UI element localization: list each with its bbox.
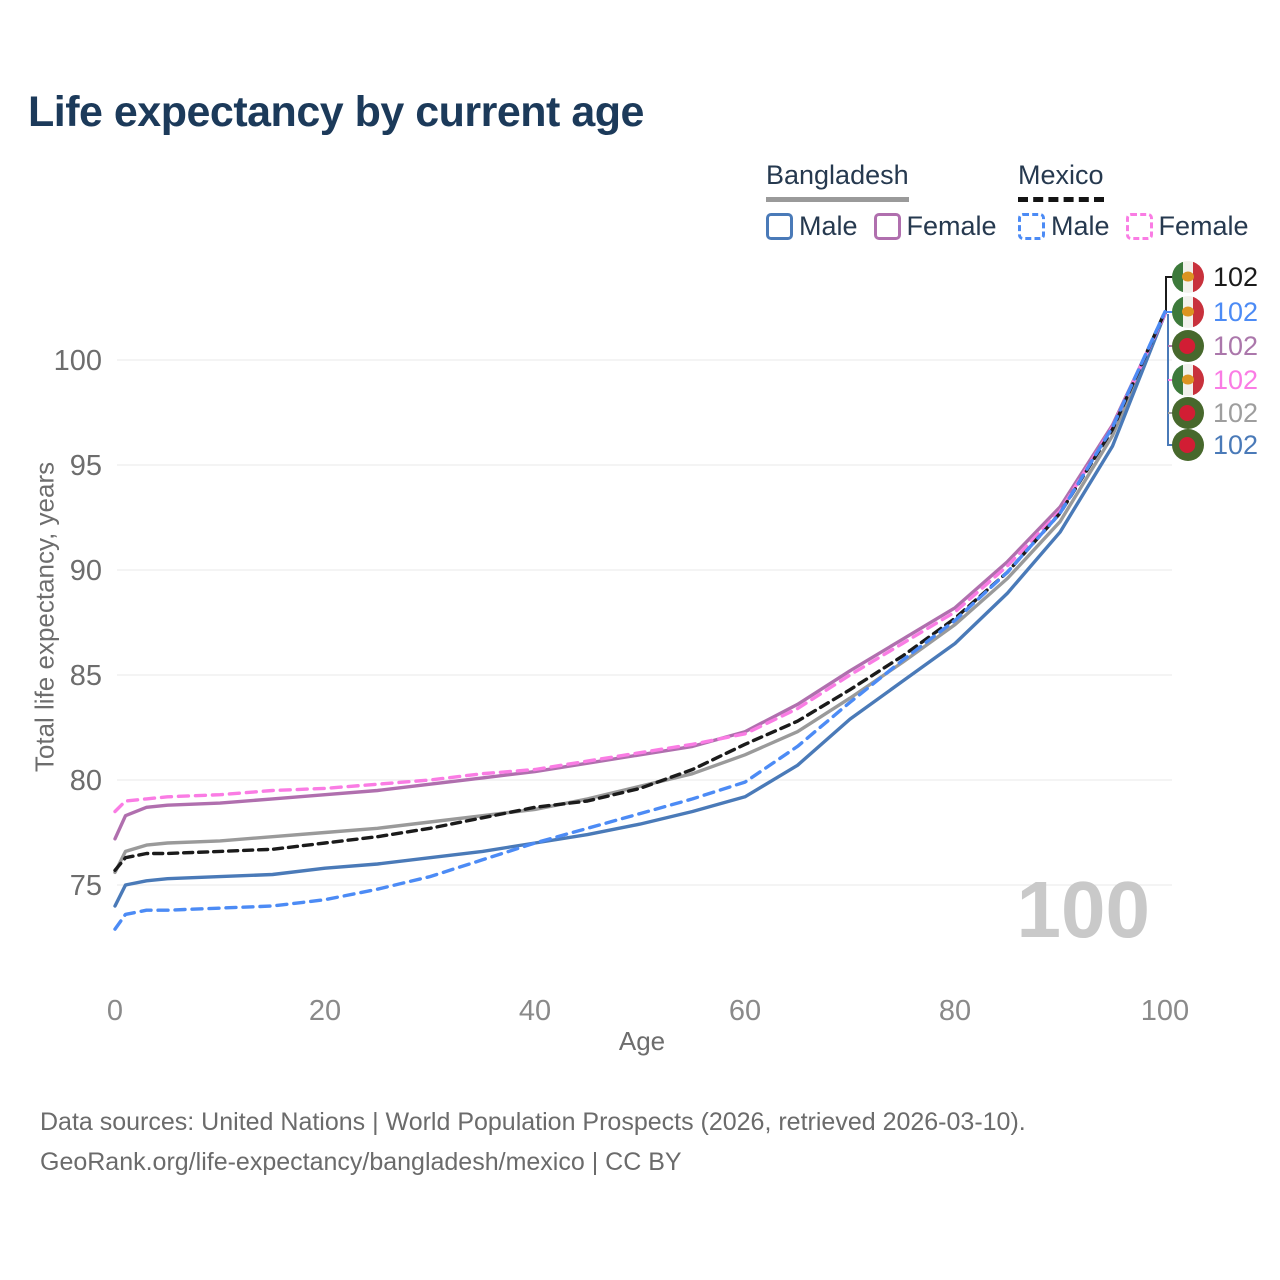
legend-items-mexico: Male Female — [1018, 211, 1249, 242]
attribution-text: GeoRank.org/life-expectancy/bangladesh/m… — [40, 1148, 682, 1176]
y-tick-label: 100 — [53, 345, 102, 377]
line-mx_male — [113, 310, 1167, 931]
mexico-flag-icon — [1172, 296, 1204, 328]
end-label-mexico-male: 102 — [1172, 296, 1258, 328]
mexico-flag-icon — [1172, 364, 1204, 396]
legend-group-mexico: Mexico Male Female — [1018, 160, 1249, 242]
legend-header-mexico: Mexico — [1018, 160, 1104, 202]
bangladesh-male-swatch-icon — [766, 213, 793, 240]
bangladesh-flag-icon — [1172, 397, 1204, 429]
bangladesh-flag-icon — [1172, 429, 1204, 461]
end-label-bangladesh-female: 102 — [1172, 330, 1258, 362]
x-tick-label: 0 — [106, 995, 124, 1027]
age-counter-watermark: 100 — [1016, 865, 1150, 954]
bangladesh-female-swatch-icon — [873, 213, 901, 240]
page-title: Life expectancy by current age — [28, 88, 644, 136]
y-tick-label: 75 — [69, 870, 102, 902]
line-mx_female — [113, 312, 1167, 814]
x-tick-label: 60 — [728, 995, 762, 1027]
end-label-bangladesh-male: 102 — [1172, 429, 1258, 461]
y-tick-label: 90 — [69, 555, 102, 587]
legend-item-mexico-female[interactable]: Female — [1125, 211, 1249, 242]
legend-item-mexico-male[interactable]: Male — [1018, 211, 1110, 242]
bangladesh-flag-icon — [1172, 330, 1204, 362]
x-tick-label: 20 — [308, 995, 342, 1027]
mexico-female-swatch-icon — [1125, 213, 1153, 240]
legend-group-bangladesh: Bangladesh Male Female — [766, 160, 997, 242]
legend-header-bangladesh: Bangladesh — [766, 160, 909, 202]
legend-item-bangladesh-female[interactable]: Female — [873, 211, 997, 242]
x-tick-label: 80 — [938, 995, 972, 1027]
y-tick-label: 80 — [69, 765, 102, 797]
mexico-flag-icon — [1172, 261, 1204, 293]
y-axis-title: Total life expectancy, years — [29, 461, 60, 773]
line-bd_total — [113, 312, 1167, 875]
end-label-mexico-female: 102 — [1172, 364, 1258, 396]
end-label-bangladesh-total: 102 — [1172, 397, 1258, 429]
y-tick-label: 85 — [69, 660, 102, 692]
x-axis-title: Age — [618, 1026, 666, 1056]
line-bd_female — [113, 312, 1167, 841]
y-tick-label: 95 — [69, 450, 102, 482]
legend-items-bangladesh: Male Female — [766, 211, 997, 242]
x-tick-label: 100 — [1140, 995, 1190, 1027]
x-tick-label: 40 — [518, 995, 552, 1027]
mexico-male-swatch-icon — [1018, 213, 1045, 240]
legend-item-bangladesh-male[interactable]: Male — [766, 211, 858, 242]
line-bd_male — [113, 312, 1167, 908]
data-sources-text: Data sources: United Nations | World Pop… — [40, 1108, 1026, 1136]
end-label-mexico-total: 102 — [1172, 261, 1258, 293]
